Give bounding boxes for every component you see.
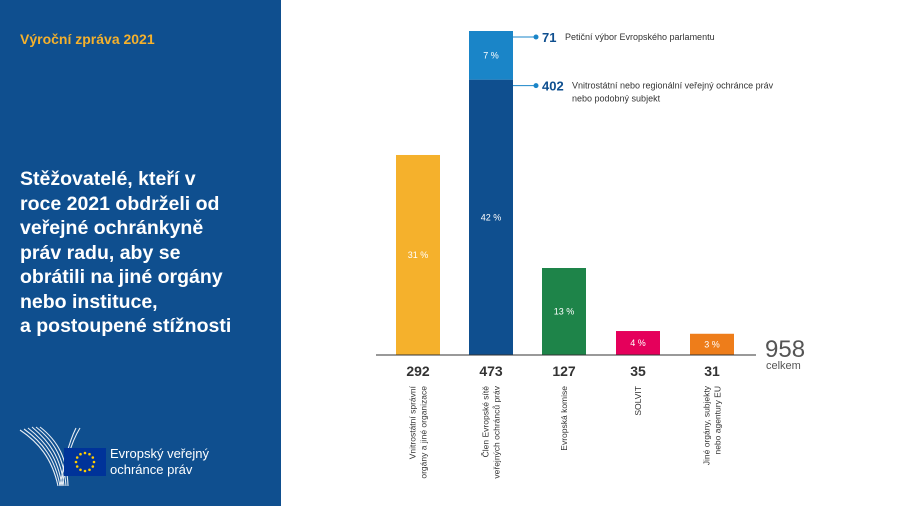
chart-area: 31 % 292 Vnitrostátní správní orgány a jiné… [281,0,900,506]
category-label: Jiné orgány, subjekty nebo agentury EU [702,385,723,465]
callout-dot [533,34,539,40]
category-label-line: Evropská komise [559,386,569,451]
bar-percent-label: 3 % [704,339,720,349]
category-label-line: SOLVIT [633,386,643,416]
callout-text: nebo podobný subjekt [572,94,661,104]
category-label: Vnitrostátní správní orgány a jiné organi… [408,385,429,478]
total-value: 958 [765,336,806,363]
bar-value-label: 127 [552,363,576,379]
bar-percent-label: 42 % [481,212,502,222]
category-label: SOLVIT [633,386,643,416]
category-label-line: Jiné orgány, subjekty [702,385,712,465]
callout-text: Petiční výbor Evropského parlamentu [565,32,715,42]
bar-segment-1-1 [469,31,513,80]
bar-value-label: 31 [704,363,720,379]
callout-dot [533,83,539,89]
callout-value: 71 [542,30,556,45]
eu-flag-stars [74,451,96,473]
bar-0 [396,154,440,355]
bar-3 [616,331,660,355]
bar-4 [690,333,734,355]
bar-percent-label: 4 % [630,338,646,348]
report-label: Výroční zpráva 2021 [20,31,155,47]
bar-value-label: 473 [479,363,503,379]
eu-ombudsman-logo [19,426,106,487]
total-label: celkem [766,360,801,372]
category-label-line: Člen Evropské sítě [481,386,491,458]
bar-percent-label: 13 % [554,307,575,317]
bar-value-label: 292 [406,363,430,379]
left-panel: Výroční zpráva 2021 Stěžovatelé, kteří v… [0,0,281,506]
logo-text: Evropský veřejný ochránce práv [110,446,209,477]
category-label-line: orgány a jiné organizace [419,386,429,479]
category-label: Evropská komise [559,386,569,451]
ribbon-logo-mark [19,426,81,487]
category-label-line: Vnitrostátní správní [408,385,418,459]
bar-2 [542,268,586,355]
bar-value-label: 35 [630,363,646,379]
category-label: Člen Evropské sítě veřejných ochránců prá… [481,385,502,478]
category-label-line: veřejných ochránců práv [492,385,502,478]
bar-percent-label: 7 % [483,50,499,60]
callout-value: 402 [542,79,564,94]
category-label-line: nebo agentury EU [713,386,723,455]
callout-text: Vnitrostátní nebo regionální veřejný och… [572,81,774,91]
headline: Stěžovatelé, kteří v roce 2021 obdrželi … [20,168,232,337]
bar-segment-1-0 [469,79,513,355]
bar-percent-label: 31 % [408,250,429,260]
bar-chart: 31 % 292 Vnitrostátní správní orgány a jiné… [376,30,774,479]
